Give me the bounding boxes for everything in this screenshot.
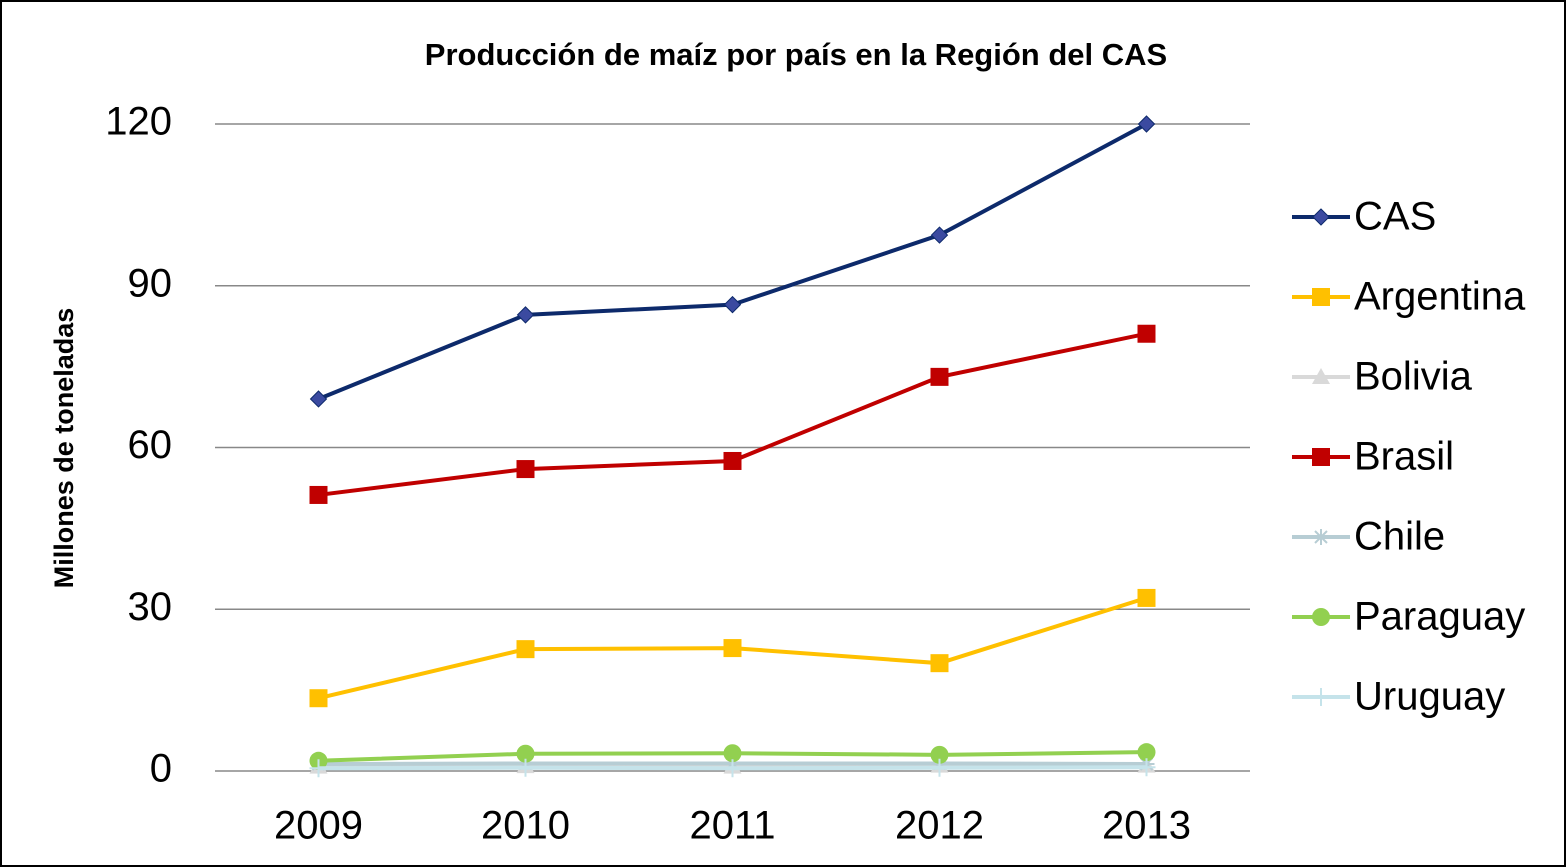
data-point: [723, 744, 742, 763]
legend-label: Bolivia: [1354, 355, 1473, 399]
data-point: [516, 306, 535, 324]
data-point: [516, 460, 535, 479]
legend-marker: [1312, 208, 1330, 226]
x-tick-label: 2013: [1102, 804, 1191, 848]
x-tick-label: 2009: [274, 804, 363, 848]
data-point: [309, 759, 328, 778]
legend-marker: [1312, 608, 1330, 626]
data-point: [1137, 743, 1156, 762]
legend-marker: [1312, 448, 1330, 466]
y-axis-label: Millones de toneladas: [49, 308, 79, 589]
data-point: [516, 758, 535, 777]
x-tick-label: 2012: [895, 804, 984, 848]
y-tick-label: 30: [128, 585, 173, 629]
legend-label: Paraguay: [1354, 595, 1525, 639]
legend-marker: [1312, 288, 1330, 306]
y-tick-label: 0: [150, 747, 172, 791]
data-point: [723, 295, 742, 314]
data-point: [309, 390, 328, 408]
chart-title: Producción de maíz por país en la Región…: [425, 37, 1167, 72]
data-point: [930, 654, 949, 673]
data-point: [723, 451, 742, 470]
legend-marker: [1313, 529, 1329, 545]
x-tick-label: 2011: [689, 804, 775, 848]
data-point: [723, 759, 742, 778]
data-point: [309, 485, 328, 504]
data-point: [516, 744, 535, 763]
y-tick-label: 60: [128, 423, 173, 467]
legend-label: Chile: [1354, 515, 1445, 559]
legend-label: CAS: [1354, 195, 1436, 239]
data-point: [1137, 324, 1156, 343]
data-point: [723, 639, 742, 658]
data-point: [930, 367, 949, 386]
data-point: [516, 640, 535, 659]
data-point: [1137, 758, 1156, 777]
y-tick-label: 120: [105, 100, 172, 144]
legend-label: Brasil: [1354, 435, 1454, 479]
x-tick-label: 2010: [481, 804, 570, 848]
y-tick-label: 90: [128, 261, 173, 305]
legend-label: Uruguay: [1354, 675, 1505, 719]
legend-marker: [1312, 368, 1330, 384]
data-point: [309, 689, 328, 708]
legend-label: Argentina: [1354, 275, 1526, 319]
data-point: [1137, 115, 1156, 133]
data-point: [930, 745, 949, 764]
data-point: [930, 226, 949, 244]
legend-marker: [1312, 688, 1330, 706]
data-point: [1137, 588, 1156, 607]
data-point: [930, 758, 949, 777]
